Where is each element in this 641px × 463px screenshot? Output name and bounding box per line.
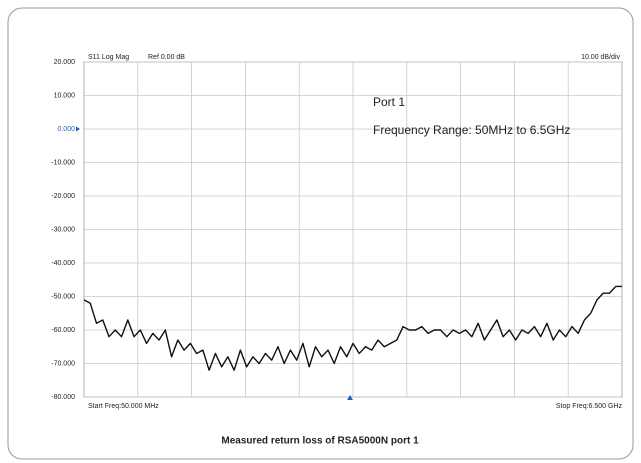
y-tick-label: -80.000 (51, 394, 75, 401)
trace-label: S11 Log Mag (88, 54, 129, 61)
y-tick-label: -20.000 (51, 193, 75, 200)
caption: Measured return loss of RSA5000N port 1 (221, 436, 419, 447)
marker (347, 395, 353, 400)
y-tick-label: -60.000 (51, 327, 75, 334)
trace-line (83, 285, 622, 371)
ref-label: Ref 0.00 dB (148, 54, 185, 61)
start-label: Start Freq:50.000 MHz (88, 403, 159, 410)
y-tick-label: -40.000 (51, 260, 75, 267)
annotation: Frequency Range: 50MHz to 6.5GHz (373, 123, 570, 137)
y-tick-label: -10.000 (51, 159, 75, 166)
y-tick-label: 20.000 (54, 59, 76, 66)
ref-marker (76, 126, 80, 132)
y-tick-label: 10.000 (54, 92, 76, 99)
y-tick-label: -70.000 (51, 360, 75, 367)
y-tick-label: 0.000 (57, 126, 75, 133)
annotation: Port 1 (373, 95, 405, 109)
y-tick-label: -50.000 (51, 293, 75, 300)
stop-label: Stop Freq:6.500 GHz (556, 403, 623, 410)
scale-label: 10.00 dB/div (581, 54, 620, 61)
y-tick-label: -30.000 (51, 226, 75, 233)
